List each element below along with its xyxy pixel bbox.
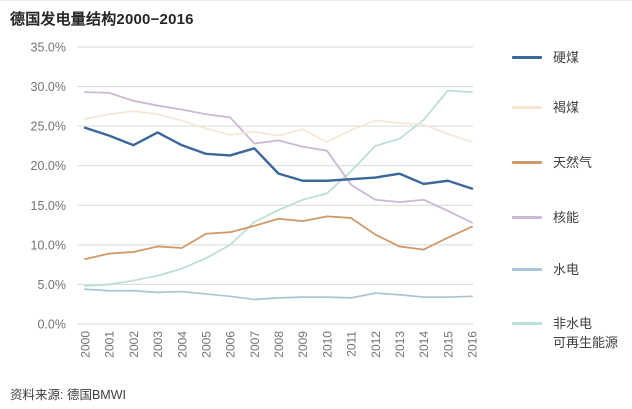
- x-axis-tick-2012: 2012: [369, 331, 383, 358]
- y-axis-tick-0: 0.0%: [38, 318, 67, 332]
- legend-item-nuclear: 核能: [512, 208, 579, 227]
- series-line-non-hydro-renewables: [84, 89, 473, 287]
- x-axis-tick-2009: 2009: [296, 331, 310, 358]
- x-axis-tick-2014: 2014: [417, 331, 431, 358]
- x-axis-tick-2016: 2016: [466, 331, 480, 358]
- x-axis-tick-2000: 2000: [79, 331, 93, 358]
- legend-item-natural-gas: 天然气: [512, 153, 592, 172]
- y-axis-tick-25: 25.0%: [31, 120, 66, 134]
- x-axis-tick-2002: 2002: [127, 331, 141, 358]
- x-axis-tick-2008: 2008: [272, 331, 286, 358]
- source-note: 资料来源: 德国BMWI: [10, 388, 126, 402]
- series-line-nuclear: [84, 91, 473, 224]
- x-axis-tick-2004: 2004: [175, 331, 189, 358]
- legend-swatch-natural-gas: [512, 161, 542, 164]
- legend-label-natural-gas: 天然气: [553, 155, 593, 170]
- series-line-hard-coal: [83, 126, 474, 190]
- chart-title: 德国发电量结构2000−2016: [10, 11, 194, 28]
- legend-label-nuclear: 核能: [553, 210, 580, 225]
- legend-swatch-lignite: [512, 106, 542, 109]
- top-divider: [0, 0, 632, 1]
- x-axis-tick-2015: 2015: [441, 331, 455, 358]
- legend-label-hydro: 水电: [553, 262, 580, 277]
- x-axis-tick-2011: 2011: [345, 331, 359, 357]
- series-line-lignite: [84, 110, 473, 143]
- x-axis-tick-2006: 2006: [224, 331, 238, 358]
- x-axis-tick-2010: 2010: [320, 331, 334, 358]
- x-axis-tick-2005: 2005: [199, 331, 213, 358]
- legend-label-non-hydro-renewables: 非水电 可再生能源: [553, 316, 619, 350]
- x-axis-tick-2013: 2013: [393, 331, 407, 358]
- legend-swatch-hydro: [512, 268, 542, 271]
- y-axis-tick-10: 10.0%: [31, 238, 66, 252]
- legend-item-hard-coal: 硬煤: [512, 48, 579, 67]
- legend-swatch-hard-coal: [512, 56, 542, 59]
- y-axis-tick-15: 15.0%: [31, 199, 66, 213]
- legend-label-hard-coal: 硬煤: [553, 50, 580, 65]
- legend-swatch-non-hydro-renewables: [512, 322, 542, 325]
- series-line-hydro: [84, 288, 473, 301]
- y-axis-tick-35: 35.0%: [31, 40, 66, 54]
- x-axis-tick-2007: 2007: [248, 331, 262, 358]
- series-line-natural-gas: [84, 215, 473, 261]
- x-axis-tick-2003: 2003: [151, 331, 165, 358]
- y-axis-tick-30: 30.0%: [31, 80, 66, 94]
- legend-item-hydro: 水电: [512, 260, 579, 279]
- legend-item-non-hydro-renewables: 非水电 可再生能源: [512, 314, 618, 352]
- x-axis-tick-2001: 2001: [103, 331, 117, 358]
- y-axis-tick-5: 5.0%: [38, 278, 67, 292]
- y-axis-tick-20: 20.0%: [31, 159, 66, 173]
- legend-item-lignite: 褐煤: [512, 98, 579, 117]
- legend-label-lignite: 褐煤: [553, 100, 580, 115]
- legend-swatch-nuclear: [512, 216, 542, 219]
